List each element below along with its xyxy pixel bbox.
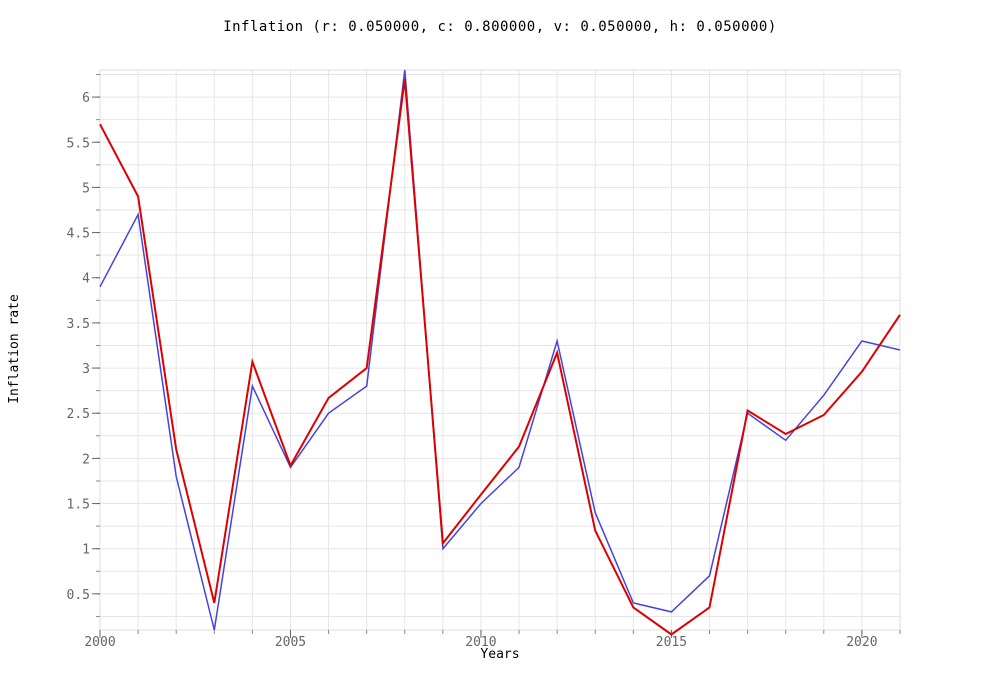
y-tick-label: 6 [82, 91, 90, 106]
y-tick-label: 0.5 [67, 588, 90, 603]
series-line-1 [99, 69, 901, 631]
y-tick-label: 4.5 [67, 227, 90, 242]
x-tick-label: 2020 [846, 635, 877, 650]
grid [99, 69, 901, 631]
x-axis-label: Years [480, 647, 520, 662]
y-tick-label: 3.5 [67, 317, 90, 332]
y-tick-label: 3 [82, 362, 90, 377]
series-line-2 [99, 78, 901, 636]
x-tick-label: 2000 [84, 635, 115, 650]
ticks: 2000 2005 2010 2015 2020 0.5 1 1.5 2 2.5 3 3.5 4 4.5 5… [67, 74, 901, 650]
y-tick-label: 5 [82, 181, 90, 196]
y-tick-label: 2.5 [67, 407, 90, 422]
x-tick-label: 2010 [465, 635, 496, 650]
y-axis-label: Inflation rate [7, 294, 22, 404]
chart-title: Inflation (r: 0.050000, c: 0.800000, v: … [223, 19, 777, 35]
x-tick-label: 2005 [275, 635, 306, 650]
x-tick-label: 2015 [656, 635, 687, 650]
series-lines [99, 69, 901, 636]
plot-area [100, 70, 900, 630]
y-tick-label: 1.5 [67, 498, 90, 513]
y-tick-label: 5.5 [67, 136, 90, 151]
y-tick-label: 4 [82, 272, 90, 287]
y-tick-label: 2 [82, 452, 90, 467]
y-tick-label: 1 [82, 543, 90, 558]
